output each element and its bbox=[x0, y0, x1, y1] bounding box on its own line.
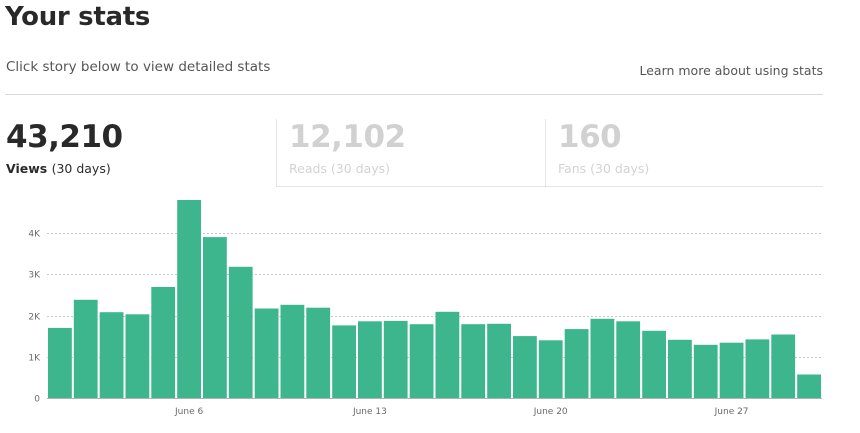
chart-bar[interactable] bbox=[616, 321, 641, 398]
views-bar-chart: 0 1K 2K 3K 4K June 6 June 13 June 20 June 27 bbox=[28, 200, 822, 417]
chart-bar[interactable] bbox=[125, 314, 150, 398]
chart-bar[interactable] bbox=[73, 299, 98, 398]
chart-bar[interactable] bbox=[538, 340, 563, 399]
learn-more-link[interactable]: Learn more about using stats bbox=[639, 63, 823, 78]
tab-views[interactable]: 43,210 Views (30 days) bbox=[6, 119, 276, 187]
page-title: Your stats bbox=[5, 2, 151, 32]
chart-x-axis: June 6 June 13 June 20 June 27 bbox=[174, 407, 749, 417]
fans-count: 160 bbox=[558, 119, 622, 155]
y-tick-label: 4K bbox=[28, 230, 41, 240]
x-tick-label: June 13 bbox=[352, 407, 387, 417]
chart-bar[interactable] bbox=[48, 327, 72, 398]
tab-fans[interactable]: 160 Fans (30 days) bbox=[545, 119, 823, 187]
chart-bar[interactable] bbox=[513, 336, 537, 398]
chart-bar[interactable] bbox=[177, 200, 201, 398]
views-label-text: Views bbox=[6, 161, 48, 176]
chart-bar[interactable] bbox=[590, 318, 615, 398]
x-tick-label: June 27 bbox=[714, 407, 749, 417]
chart-bar[interactable] bbox=[228, 266, 253, 398]
reads-label-text: Reads bbox=[289, 161, 327, 176]
chart-bar[interactable] bbox=[306, 307, 331, 398]
chart-bar[interactable] bbox=[719, 342, 744, 398]
chart-bar[interactable] bbox=[332, 325, 356, 398]
header-divider bbox=[5, 94, 823, 95]
fans-label-text: Fans bbox=[558, 161, 587, 176]
chart-bar[interactable] bbox=[642, 330, 666, 398]
tab-reads[interactable]: 12,102 Reads (30 days) bbox=[276, 119, 546, 187]
chart-bar[interactable] bbox=[564, 329, 589, 398]
reads-label: Reads (30 days) bbox=[289, 161, 546, 176]
views-count: 43,210 bbox=[6, 119, 123, 155]
chart-grid: 0 1K 2K 3K 4K bbox=[28, 230, 822, 405]
x-tick-label: June 6 bbox=[174, 407, 203, 417]
chart-bar[interactable] bbox=[797, 374, 821, 399]
chart-bar[interactable] bbox=[745, 339, 770, 398]
chart-bar[interactable] bbox=[693, 344, 718, 398]
page-subtitle: Click story below to view detailed stats bbox=[6, 59, 271, 75]
chart-bar[interactable] bbox=[383, 320, 408, 398]
chart-bar[interactable] bbox=[461, 324, 486, 398]
views-period: (30 days) bbox=[51, 161, 111, 176]
chart-bar[interactable] bbox=[435, 311, 460, 398]
chart-bar[interactable] bbox=[487, 323, 511, 399]
fans-label: Fans (30 days) bbox=[558, 161, 823, 176]
x-tick-label: June 20 bbox=[533, 407, 568, 417]
fans-period: (30 days) bbox=[590, 161, 650, 176]
y-tick-label: 0 bbox=[34, 395, 40, 405]
y-tick-label: 1K bbox=[28, 354, 41, 364]
reads-count: 12,102 bbox=[289, 119, 406, 155]
chart-bar[interactable] bbox=[771, 334, 796, 399]
chart-bar[interactable] bbox=[358, 321, 382, 398]
reads-period: (30 days) bbox=[330, 161, 391, 176]
chart-bar[interactable] bbox=[254, 308, 279, 399]
chart-bar[interactable] bbox=[409, 324, 434, 398]
y-tick-label: 2K bbox=[28, 313, 41, 323]
y-tick-label: 3K bbox=[28, 271, 41, 281]
chart-bar[interactable] bbox=[668, 339, 692, 398]
chart-bar[interactable] bbox=[280, 304, 305, 398]
views-label: Views (30 days) bbox=[6, 161, 276, 176]
chart-bars bbox=[48, 200, 821, 399]
chart-bar[interactable] bbox=[99, 312, 124, 398]
chart-bar[interactable] bbox=[151, 287, 176, 398]
chart-bar[interactable] bbox=[203, 237, 227, 398]
